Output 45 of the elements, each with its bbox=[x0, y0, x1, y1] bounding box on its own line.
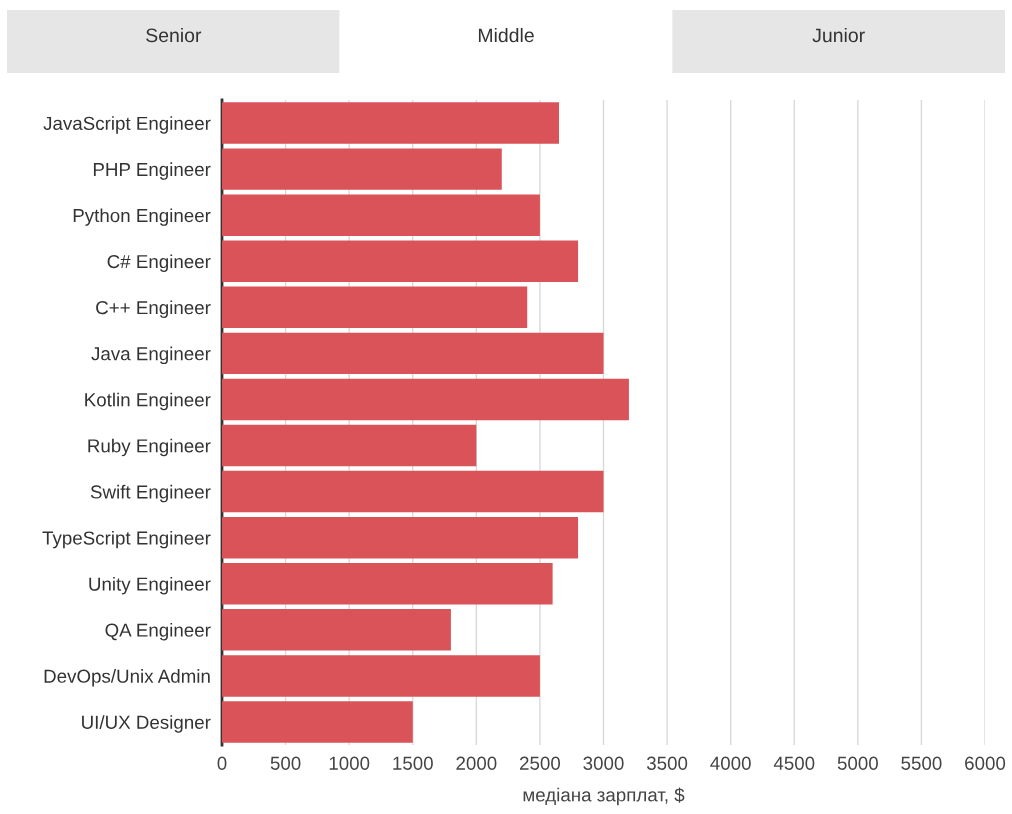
text: Junior bbox=[812, 27, 865, 43]
bar bbox=[222, 609, 451, 651]
y-tick-label: Java Engineer bbox=[91, 346, 211, 365]
text: Middle bbox=[478, 27, 534, 43]
x-tick-label: 3000 bbox=[583, 756, 624, 770]
y-tick-label: Kotlin Engineer bbox=[85, 392, 211, 411]
y-tick-label: PHP Engineer bbox=[93, 162, 211, 180]
y-tick-label: JavaScript Engineer bbox=[43, 116, 211, 134]
x-axis-title: медіана зарплат, $ bbox=[523, 787, 685, 806]
y-tick-label: Python Engineer bbox=[73, 208, 211, 226]
bar bbox=[222, 378, 629, 421]
y-tick-label: C++ Engineer bbox=[96, 300, 211, 319]
x-tick-label: 6000 bbox=[965, 756, 1006, 770]
bar bbox=[222, 516, 579, 559]
y-tick-label: Swift Engineer bbox=[90, 484, 211, 503]
x-tick-label: 1000 bbox=[329, 756, 370, 770]
bar bbox=[222, 286, 528, 329]
x-tick-label: 1500 bbox=[393, 756, 433, 770]
y-tick-label: TypeScript Engineer bbox=[42, 530, 211, 549]
x-tick-label: 3500 bbox=[646, 756, 688, 770]
bar bbox=[222, 194, 540, 236]
y-tick-label: Ruby Engineer bbox=[88, 438, 211, 457]
bar bbox=[222, 102, 559, 144]
text: Senior bbox=[146, 27, 202, 43]
bar bbox=[222, 470, 604, 513]
x-tick-label: 4000 bbox=[710, 756, 751, 770]
y-tick-label: C# Engineer bbox=[107, 254, 211, 272]
y-tick-label: Unity Engineer bbox=[89, 576, 211, 595]
x-tick-label: 4500 bbox=[773, 756, 815, 770]
bar bbox=[222, 332, 604, 375]
x-tick-label: 5000 bbox=[837, 756, 878, 770]
bar bbox=[222, 655, 540, 697]
x-tick-label: 2000 bbox=[456, 756, 497, 770]
bar bbox=[222, 424, 477, 467]
bar bbox=[222, 148, 502, 190]
y-tick-label: DevOps/Unix Admin bbox=[44, 669, 210, 687]
bar bbox=[222, 240, 579, 282]
y-tick-label: UI/UX Designer bbox=[82, 715, 211, 733]
x-tick-label: 0 bbox=[217, 756, 227, 770]
y-tick-label: QA Engineer bbox=[105, 623, 211, 641]
x-tick-label: 2500 bbox=[520, 756, 561, 770]
bar bbox=[222, 563, 553, 605]
bar bbox=[222, 701, 413, 743]
x-tick-label: 500 bbox=[270, 756, 301, 770]
x-tick-label: 5500 bbox=[901, 756, 942, 770]
